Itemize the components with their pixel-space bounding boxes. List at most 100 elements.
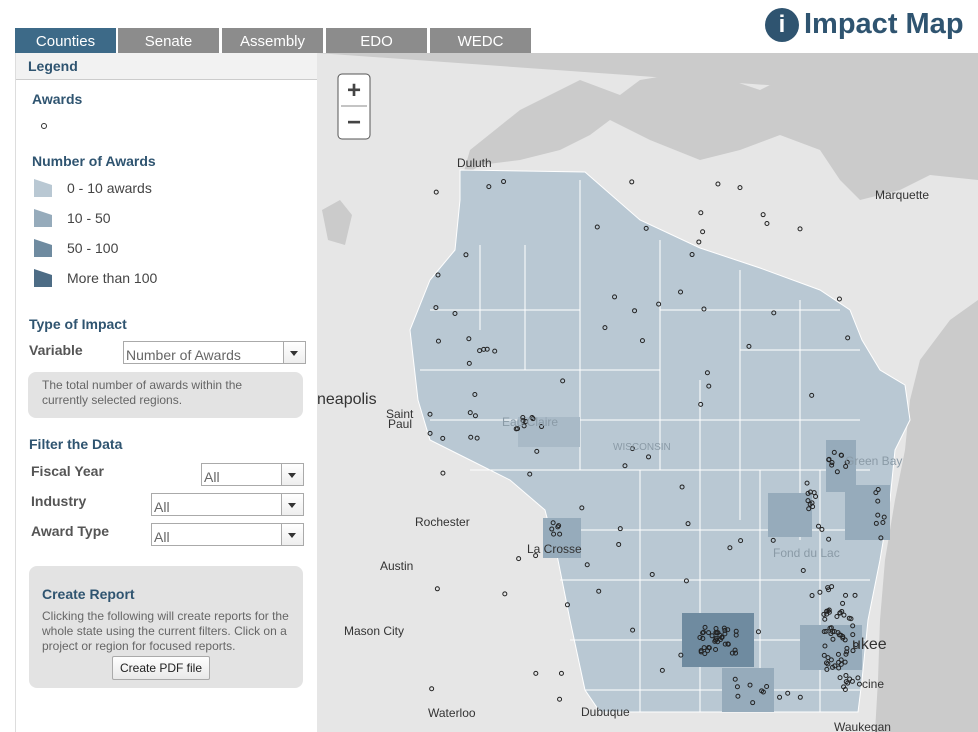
award-marker <box>530 416 536 422</box>
award-marker <box>830 636 836 642</box>
award-marker <box>834 469 840 475</box>
award-marker <box>502 591 508 597</box>
award-marker <box>734 684 740 690</box>
award-marker <box>678 652 684 658</box>
award-marker <box>452 311 458 317</box>
award-marker <box>746 343 752 349</box>
award-marker <box>557 531 563 537</box>
select-value: All <box>154 529 170 545</box>
award-marker <box>704 370 710 376</box>
award-marker <box>612 294 618 300</box>
award-marker <box>702 624 708 630</box>
award-marker <box>550 520 556 526</box>
report-heading: Create Report <box>42 586 135 602</box>
award-marker <box>829 584 835 590</box>
swatch <box>34 239 52 257</box>
side-panel: Legend Awards Number of Awards 0 - 10 aw… <box>15 53 318 732</box>
award-marker <box>837 610 843 616</box>
award-marker <box>831 449 837 455</box>
award-marker <box>463 252 469 258</box>
award-marker <box>527 471 533 477</box>
award-marker <box>735 693 741 699</box>
award-marker <box>835 651 841 657</box>
award-marker <box>843 463 849 469</box>
place-label: ukee <box>852 636 887 653</box>
award-marker <box>838 661 844 667</box>
award-marker <box>880 519 886 525</box>
award-marker <box>856 681 862 687</box>
award-marker <box>557 696 563 702</box>
place-label: cine <box>862 677 884 691</box>
filter-select[interactable]: All <box>151 493 304 516</box>
award-marker <box>738 538 744 544</box>
award-marker <box>698 210 704 216</box>
place-label: Green Bay <box>845 454 902 468</box>
filter-label: Industry <box>31 493 87 509</box>
award-marker <box>725 627 731 633</box>
award-marker <box>521 423 527 429</box>
award-marker <box>719 634 725 640</box>
variable-select[interactable]: Number of Awards <box>123 341 306 364</box>
place-label: Waterloo <box>428 706 476 720</box>
award-marker <box>841 612 847 618</box>
award-marker <box>492 348 498 354</box>
zoom-in[interactable]: + <box>347 77 361 104</box>
award-marker <box>825 655 831 661</box>
award-marker <box>819 526 825 532</box>
pdf-button[interactable]: Create PDF file <box>112 656 211 680</box>
award-marker <box>727 545 733 551</box>
award-marker <box>551 531 557 537</box>
award-marker <box>629 446 635 452</box>
award-marker <box>840 600 846 606</box>
filter-select[interactable]: All <box>201 463 304 486</box>
award-marker <box>817 589 823 595</box>
filter-select[interactable]: All <box>151 523 304 546</box>
award-marker <box>834 614 840 620</box>
tab[interactable]: EDO <box>326 28 427 53</box>
tab[interactable]: Counties <box>15 28 116 53</box>
award-marker <box>656 301 662 307</box>
place-label: Saint <box>386 407 414 421</box>
award-marker <box>683 578 689 584</box>
award-marker <box>539 424 545 430</box>
place-label: Rochester <box>415 515 470 529</box>
select-value: All <box>204 469 220 485</box>
tab[interactable]: Assembly <box>222 28 323 53</box>
tab[interactable]: Senate <box>118 28 219 53</box>
award-marker <box>560 378 566 384</box>
county-shading <box>518 417 890 712</box>
award-marker <box>809 593 815 599</box>
award-marker <box>646 454 652 460</box>
place-label: Eau Claire <box>502 415 558 429</box>
award-marker <box>616 541 622 547</box>
award-marker <box>678 289 684 295</box>
award-marker <box>698 401 704 407</box>
award-marker <box>722 641 728 647</box>
award-marker <box>713 635 719 641</box>
lake <box>322 200 352 245</box>
award-marker <box>523 418 529 424</box>
award-marker <box>722 631 728 637</box>
award-marker <box>843 672 849 678</box>
legend-swatches <box>34 179 52 287</box>
tab[interactable]: WEDC <box>430 28 531 53</box>
award-marker <box>809 500 815 506</box>
award-marker <box>706 630 712 636</box>
award-marker <box>639 338 645 344</box>
award-markers <box>427 179 887 706</box>
award-marker <box>760 212 766 218</box>
award-marker <box>873 520 879 526</box>
award-marker <box>729 650 735 656</box>
award-marker <box>706 383 712 389</box>
award-marker <box>785 690 791 696</box>
award-marker <box>750 700 756 706</box>
award-marker <box>836 665 842 671</box>
zoom-out[interactable]: − <box>347 109 361 136</box>
swatch <box>34 209 52 227</box>
award-marker <box>533 670 539 676</box>
place-label: Paul <box>388 417 412 431</box>
place-label: WISCONSIN <box>613 442 671 453</box>
award-marker <box>881 514 887 520</box>
